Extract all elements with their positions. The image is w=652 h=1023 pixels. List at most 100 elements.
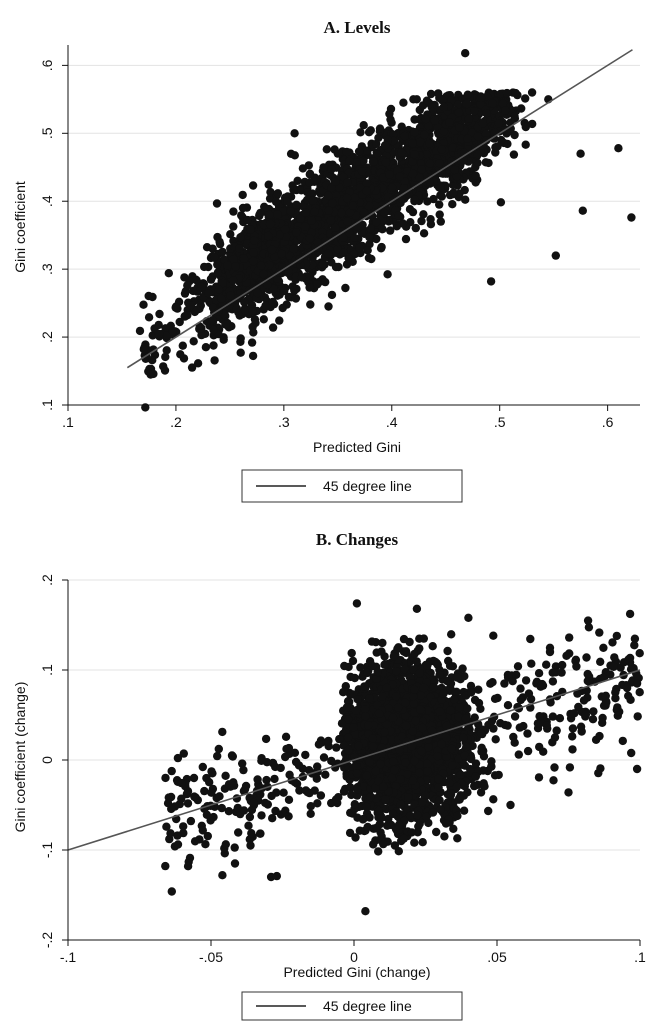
panel-b-point <box>412 657 421 666</box>
panel-a-point <box>408 139 417 148</box>
panel-a-point <box>372 234 381 244</box>
panel-b-point <box>428 642 437 651</box>
panel-a-point <box>476 100 485 109</box>
panel-a-point <box>180 312 189 321</box>
panel-a-point <box>183 281 192 290</box>
panel-a-point <box>277 249 286 259</box>
panel-b-point <box>369 840 378 849</box>
panel-a-point <box>290 286 299 295</box>
panel-a-point <box>248 351 258 361</box>
panel-a-point <box>305 178 314 187</box>
panel-a-point <box>430 116 440 125</box>
panel-a-point <box>154 329 164 339</box>
panel-b-point <box>436 805 445 814</box>
panel-a-point <box>421 114 430 124</box>
panel-a-point <box>394 211 403 220</box>
panel-a-point <box>345 156 354 166</box>
panel-a-point <box>461 49 470 58</box>
panel-a-point <box>249 236 259 245</box>
panel-a-point <box>436 217 445 226</box>
panel-a-point <box>521 140 530 149</box>
panel-a-point <box>350 193 359 203</box>
panel-b-point <box>415 668 424 678</box>
panel-a-point <box>462 99 472 109</box>
panel-a-point <box>268 323 278 332</box>
panel-b-point <box>353 785 362 794</box>
panel-a-point <box>139 345 148 354</box>
panel-a-point <box>208 316 217 325</box>
panel-a-point <box>380 141 390 150</box>
panel-a-point <box>488 99 497 108</box>
panel-a-point <box>284 292 294 302</box>
panel-a-point <box>238 203 248 213</box>
panel-a-point <box>453 100 462 109</box>
panel-a-point <box>342 147 351 157</box>
panel-a-point <box>385 109 394 119</box>
panel-b-point <box>476 704 485 713</box>
panel-a-x-tick-label-2: .3 <box>278 414 290 430</box>
panel-a-point <box>286 207 295 216</box>
panel-a-point <box>164 269 173 278</box>
panel-a-point <box>155 309 164 319</box>
panel-a-point <box>354 147 364 156</box>
panel-a-point <box>240 305 250 315</box>
panel-a-point <box>154 320 163 330</box>
panel-a-point <box>321 277 330 287</box>
panel-a-point <box>426 89 436 99</box>
panel-a-point <box>243 215 252 225</box>
panel-a-point <box>551 251 560 260</box>
panel-a-point <box>264 180 273 189</box>
panel-a-point <box>319 163 328 172</box>
panel-a-point <box>212 199 222 208</box>
panel-b-point <box>350 800 359 809</box>
panel-a-point <box>486 277 496 286</box>
panel-a-point <box>159 362 168 371</box>
panel-b-point <box>345 828 355 838</box>
panel-b-point <box>399 634 409 644</box>
panel-a-point <box>209 325 218 335</box>
panel-a-point <box>452 172 462 181</box>
panel-a-point <box>273 291 282 300</box>
panel-a-point <box>215 239 225 249</box>
panel-a-point <box>253 288 262 298</box>
panel-a-point <box>473 132 483 141</box>
panel-b-point <box>448 662 458 671</box>
panel-b-point <box>381 795 390 805</box>
panel-a-point <box>409 95 418 104</box>
panel-a-y-tick-label-4: .5 <box>39 127 55 139</box>
panel-a-point <box>306 300 315 309</box>
panel-a-point <box>229 255 238 264</box>
panel-a-point <box>139 300 148 309</box>
panel-a-legend-label: 45 degree line <box>323 478 412 494</box>
panel-a-point <box>297 273 307 282</box>
panel-a-point <box>148 292 157 302</box>
panel-a-point <box>415 173 424 182</box>
panel-a-point <box>356 128 365 137</box>
panel-b-point <box>440 832 449 841</box>
panel-levels: A. Levels .1.2.3.4.5.6.1.2.3.4.5.6 Predi… <box>12 18 640 503</box>
panel-a-point <box>419 229 429 238</box>
panel-b-point <box>434 783 443 792</box>
panel-a-point <box>362 179 372 188</box>
panel-a-point <box>410 195 419 204</box>
panel-a-point <box>307 216 316 225</box>
panel-a-point <box>217 294 226 303</box>
panel-a-point <box>359 121 368 130</box>
panel-b-point <box>489 795 498 804</box>
panel-a-point <box>327 165 336 174</box>
panel-a-point <box>326 216 336 225</box>
panel-a-point <box>305 283 314 292</box>
panel-b-point <box>402 648 411 658</box>
panel-b-point <box>443 676 452 686</box>
panel-a-reference-line-group <box>126 49 633 369</box>
panel-a-point <box>463 134 472 143</box>
panel-a-point <box>461 195 470 204</box>
panel-a-point <box>364 253 374 263</box>
panel-a-point <box>249 248 258 257</box>
panel-a-point <box>229 276 238 285</box>
panel-a-point <box>387 183 397 192</box>
panel-b-point <box>378 638 387 648</box>
panel-a-point <box>470 107 479 116</box>
panel-a-point <box>337 208 346 218</box>
panel-a-point <box>197 323 206 333</box>
